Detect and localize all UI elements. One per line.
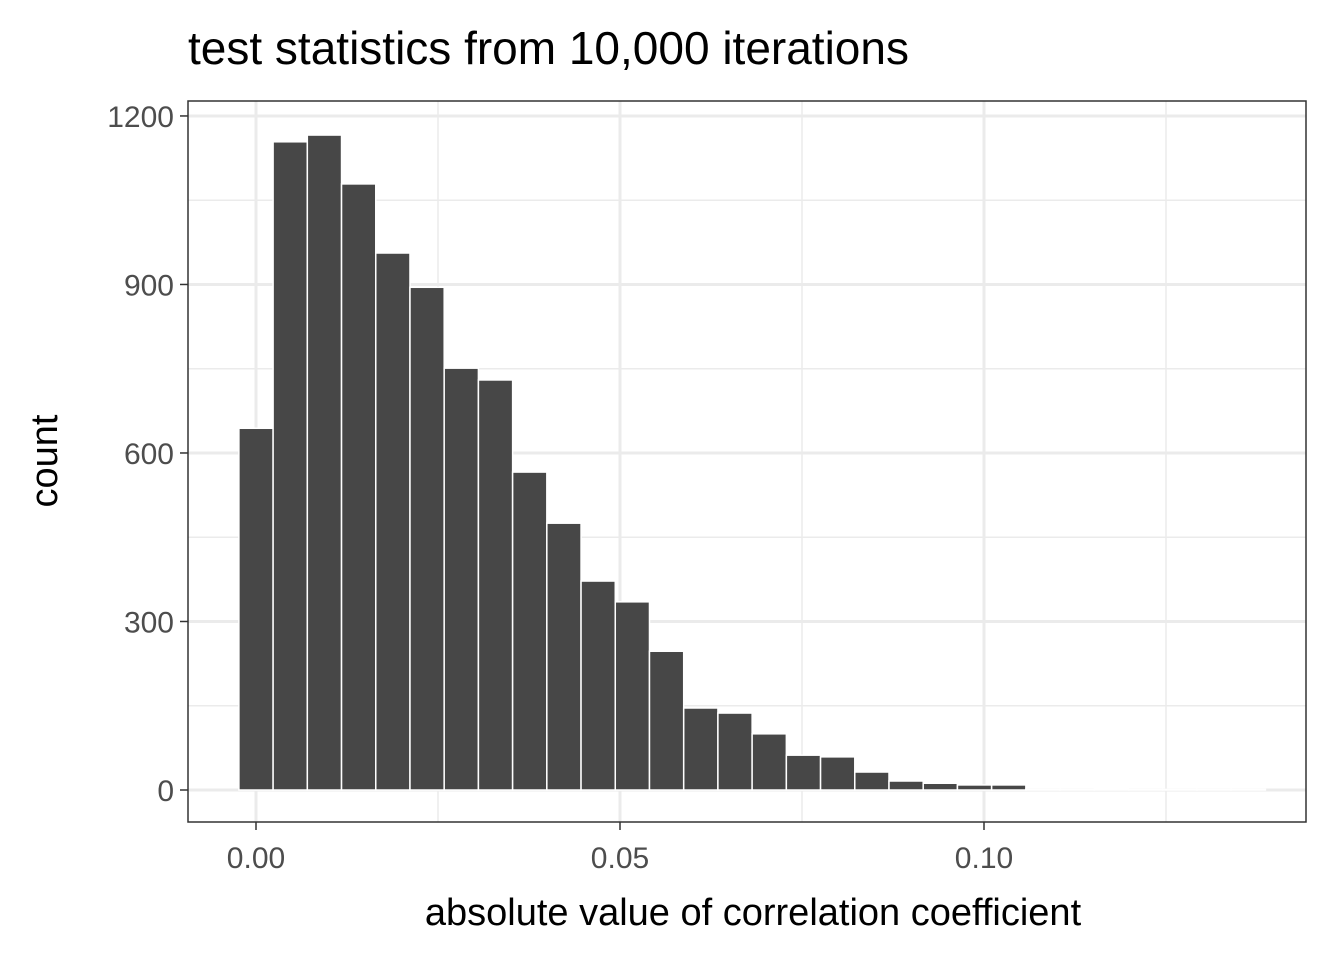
x-axis-label: absolute value of correlation coefficien… [425, 892, 1082, 934]
histogram-bar [888, 780, 924, 791]
histogram-bar [375, 252, 411, 791]
histogram-bar [1230, 788, 1267, 791]
histogram-bar [306, 134, 343, 791]
y-axis-label: count [24, 414, 66, 507]
histogram-bar [238, 427, 274, 791]
histogram-bar [409, 286, 445, 791]
x-tick-label: 0.05 [591, 842, 649, 875]
y-tick-label: 0 [157, 775, 174, 808]
y-tick-label: 1200 [107, 101, 174, 134]
y-tick-label: 600 [124, 438, 174, 471]
histogram-bar [785, 754, 822, 791]
histogram-bar [648, 650, 685, 791]
y-tick-label: 900 [124, 269, 174, 302]
x-tick-label: 0.00 [227, 842, 285, 875]
histogram-bar [340, 183, 377, 791]
histogram-bar [477, 379, 514, 791]
histogram-bar [580, 580, 617, 791]
histogram-bar [546, 522, 582, 791]
histogram-bar [1093, 788, 1130, 791]
histogram-bar [819, 756, 856, 791]
chart-title: test statistics from 10,000 iterations [188, 22, 909, 74]
histogram-bar [1059, 788, 1096, 791]
histogram-bar [272, 141, 309, 791]
histogram-bar [990, 784, 1027, 791]
histogram-bar [614, 601, 651, 791]
histogram-bar [854, 771, 890, 791]
histogram-bar [682, 707, 719, 791]
histogram-bar [922, 782, 959, 791]
x-tick-label: 0.10 [955, 842, 1013, 875]
histogram-bar [511, 471, 548, 791]
histogram-bar [1196, 788, 1232, 791]
histogram-bar [1161, 788, 1198, 791]
histogram-bar [717, 712, 753, 791]
plot-border [187, 100, 1307, 823]
histogram-bar [1127, 788, 1164, 791]
histogram-bar [443, 367, 480, 791]
histogram-bar [751, 733, 788, 791]
y-tick-label: 300 [124, 606, 174, 639]
histogram-bar [956, 784, 993, 791]
histogram-bar [1025, 788, 1061, 791]
